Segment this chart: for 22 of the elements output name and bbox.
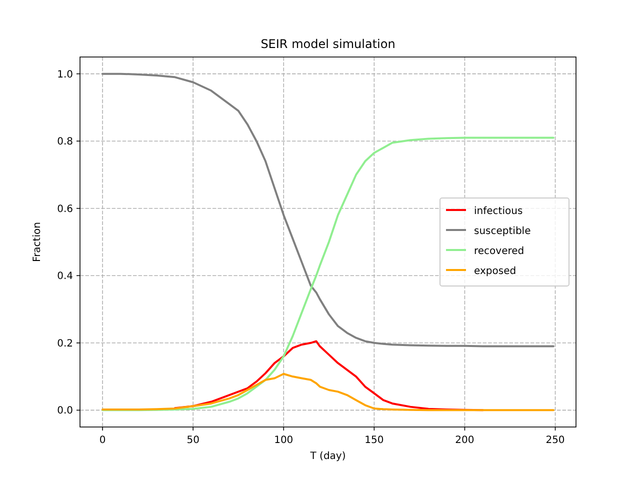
x-tick-label: 250	[546, 435, 565, 446]
x-tick-label: 150	[364, 435, 384, 446]
y-axis-title: Fraction	[32, 222, 43, 262]
y-tick-label: 1.0	[57, 69, 73, 80]
chart-title: SEIR model simulation	[260, 37, 396, 51]
y-tick-label: 0.6	[57, 204, 73, 215]
y-tick-label: 0.0	[57, 406, 73, 417]
line-series	[102, 72, 554, 348]
x-tick-label: 0	[99, 435, 106, 446]
x-tick-label: 100	[274, 435, 294, 446]
x-tick-label: 50	[186, 435, 200, 446]
line-series	[102, 136, 554, 412]
legend-label: exposed	[474, 266, 516, 277]
legend-label: infectious	[474, 206, 523, 217]
legend-label: recovered	[474, 246, 524, 257]
legend-label: susceptible	[474, 226, 531, 237]
y-tick-label: 0.8	[57, 136, 73, 148]
y-tick-label: 0.4	[57, 271, 73, 282]
y-tick-label: 0.2	[57, 338, 73, 350]
x-tick-label: 200	[455, 435, 474, 446]
x-axis-title: T (day)	[309, 451, 346, 462]
line-series	[102, 372, 554, 412]
